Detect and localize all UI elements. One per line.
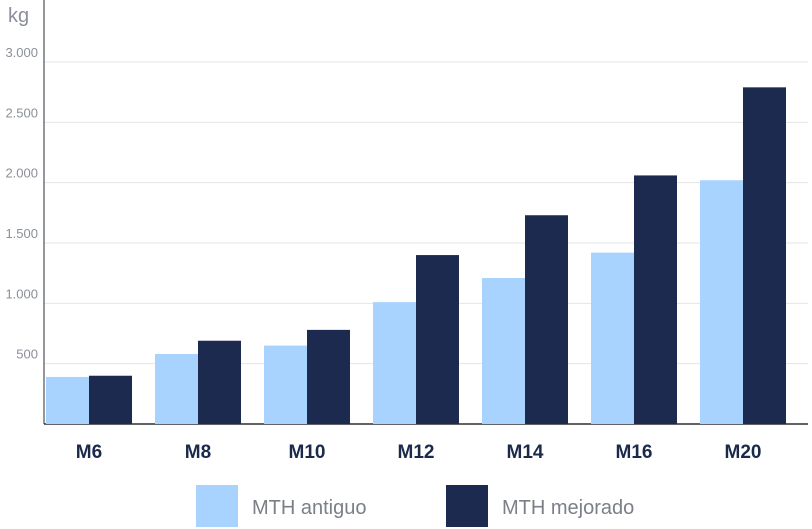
- bar-mth-antiguo-m10: [264, 345, 307, 424]
- bar-mth-mejorado-m8: [198, 340, 241, 424]
- bar-mth-mejorado-m16: [634, 175, 677, 424]
- gridlines: [44, 61, 808, 365]
- x-category-label: M20: [725, 442, 762, 463]
- y-tick-label: 500: [16, 347, 38, 362]
- legend-label: MTH mejorado: [502, 497, 634, 519]
- y-tick-label: 1.000: [5, 286, 38, 301]
- x-category-label: M14: [507, 442, 544, 463]
- bar-mth-mejorado-m10: [307, 329, 350, 424]
- bars: [46, 87, 786, 424]
- bar-mth-mejorado-m12: [416, 255, 459, 424]
- legend: MTH antiguo MTH mejorado: [196, 485, 634, 527]
- x-category-label: M8: [185, 442, 211, 463]
- y-tick-label: 2.500: [5, 105, 38, 120]
- y-tick-label: 3.000: [5, 45, 38, 60]
- bar-mth-antiguo-m14: [482, 277, 525, 424]
- y-axis-unit-label: kg: [8, 5, 29, 27]
- y-tick-label: 2.000: [5, 166, 38, 181]
- x-category-label: M10: [289, 442, 326, 463]
- bar-mth-mejorado-m14: [525, 215, 568, 424]
- bar-mth-antiguo-m20: [700, 180, 743, 424]
- y-tick-label: 1.500: [5, 226, 38, 241]
- bar-mth-mejorado-m20: [743, 87, 786, 424]
- bar-mth-antiguo-m12: [373, 302, 416, 424]
- x-axis-category-labels: M6 M8 M10 M12 M14 M16 M20: [76, 442, 762, 463]
- x-category-label: M12: [398, 442, 435, 463]
- y-axis-tick-labels: 500 1.000 1.500 2.000 2.500 3.000: [5, 45, 38, 362]
- x-category-label: M6: [76, 442, 102, 463]
- bar-mth-antiguo-m8: [155, 354, 198, 424]
- legend-swatch: [446, 485, 488, 527]
- bar-mth-mejorado-m6: [89, 375, 132, 424]
- bar-mth-antiguo-m16: [591, 252, 634, 424]
- legend-swatch: [196, 485, 238, 527]
- legend-label: MTH antiguo: [252, 497, 367, 519]
- x-category-label: M16: [616, 442, 653, 463]
- bar-mth-antiguo-m6: [46, 376, 89, 424]
